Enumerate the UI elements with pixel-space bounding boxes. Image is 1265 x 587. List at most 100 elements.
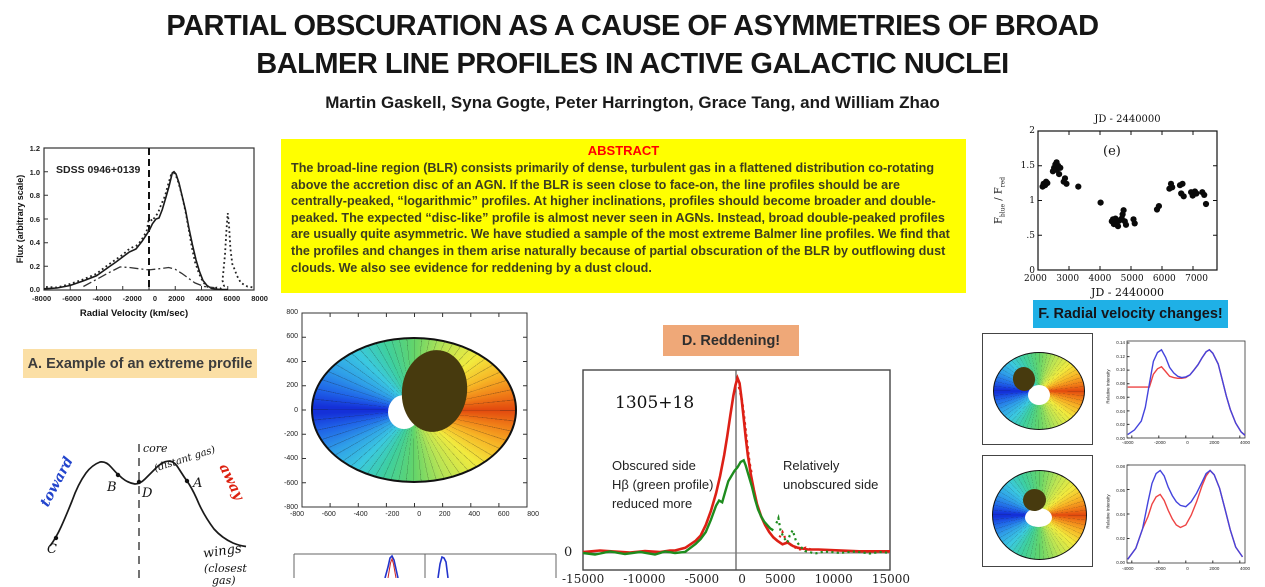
panelE-ytick: 0 [1029, 266, 1035, 276]
panelE-ylabel-f1: F [993, 217, 1005, 225]
profile-top-ytick: 0.06 [1116, 394, 1125, 400]
panelE-data-point [1114, 223, 1122, 230]
panelE-scatter-points [1039, 159, 1210, 230]
narrow-peaks-frame [293, 553, 557, 578]
disk-large-xtick: 600 [497, 511, 510, 518]
profile-top-xtick: -2000 [1154, 440, 1166, 445]
profile-bottom-ytick: 0.02 [1116, 536, 1125, 541]
disk-large-xtick: -200 [385, 511, 400, 518]
poster-title: PARTIAL OBSCURATION AS A CAUSE OF ASYMME… [0, 8, 1265, 83]
profile-top-ytick: 0.12 [1116, 353, 1125, 359]
disk-small-2-inner-hole [1025, 508, 1052, 527]
profile-bottom-ytick: 0.00 [1116, 560, 1125, 565]
disk-large-ytick: -200 [283, 430, 298, 438]
sketch-core-label: core [143, 442, 168, 455]
sketch-point-b-label: B [107, 480, 117, 495]
disk-large-ytick: -600 [283, 479, 298, 487]
profile-top-xtick: -4000 [1122, 440, 1134, 445]
panelE-ylabel-f2: F [993, 187, 1005, 195]
narrow-peak-right-blue [437, 555, 449, 579]
profile-top-ytick: 0.10 [1116, 367, 1125, 373]
panelE-data-point [1097, 199, 1104, 206]
panelE-title: JD - 2440000 [1094, 114, 1161, 125]
abstract-header: ABSTRACT [587, 143, 660, 158]
panelE-data-point [1063, 180, 1070, 187]
panelD-zero-label: 0 [564, 545, 573, 560]
sketch-point-a-dot [184, 478, 190, 484]
panelE-data-point [1056, 171, 1063, 178]
profile-bottom-y-ticks: 0.08 0.06 0.04 0.02 0.00 [1110, 464, 1125, 565]
disk-model-large: 800 600 400 200 0 -200 -400 -600 -800 -800 -600 -4… [262, 296, 564, 546]
profile-top-xtick: 0 [1186, 440, 1189, 445]
profile-bottom-xtick: -2000 [1154, 566, 1166, 571]
sketch-point-d-dot [136, 479, 142, 485]
panelE-ylabel-slash: / [993, 194, 1005, 204]
panelA-xtick: -2000 [122, 294, 142, 303]
disk-model-small-2 [978, 452, 1094, 578]
profile-plot-top: Relative Intensity 0.14 0.12 0.10 0.08 0.06 0… [1100, 335, 1265, 449]
panelA-ytick: 1.2 [29, 144, 40, 153]
panelE-svg [1037, 130, 1218, 271]
disk-large-ytick: 400 [286, 357, 298, 365]
panelE-data-point [1201, 191, 1208, 198]
panelE-data-point [1131, 220, 1138, 227]
profile-bottom-ytick: 0.08 [1116, 464, 1125, 469]
panelA-observed-dotted-curve [45, 171, 255, 290]
profile-top-ytick: 0.14 [1116, 340, 1125, 345]
panelE-xtick: 2000 [1024, 274, 1047, 284]
panelA-caption: A. Example of an extreme profile [23, 349, 257, 378]
disk-large-ytick: 600 [286, 333, 298, 341]
profile-top-ytick: 0.04 [1116, 408, 1125, 414]
panelF-caption: F. Radial velocity changes! [1033, 300, 1228, 328]
panelD-left-note-line: Obscured side [612, 458, 696, 473]
sketch-point-a-label: A [193, 476, 203, 491]
panelA-xtick: 6000 [223, 294, 241, 303]
panelE-data-point [1179, 180, 1186, 187]
panelD-left-note-line: Hβ (green profile) [612, 476, 714, 492]
panelD-red-curve [582, 373, 890, 554]
poster-title-line1: PARTIAL OBSCURATION AS A CAUSE OF ASYMME… [166, 10, 1099, 42]
panelE-plot: JD - 2440000 (e) Fblue / Fred 2 1.5 1.5 0 2… [985, 114, 1235, 300]
poster-authors: Martin Gaskell, Syna Gogte, Peter Harrin… [325, 93, 940, 112]
panelA-plot: SDSS 0946+0139 Flux (arbitrary scale) 1.… [8, 138, 268, 330]
sketch-point-b-dot [115, 472, 121, 478]
disk-large-xtick: 0 [417, 511, 422, 518]
panelA-object-label: SDSS 0946+0139 [56, 164, 141, 176]
panelE-x-ticks: 2000 3000 4000 5000 6000 7000 [1024, 274, 1208, 284]
panelA-ytick: 0.0 [29, 285, 40, 294]
profile-top-ytick: 0.00 [1116, 435, 1125, 441]
panelE-data-point [1155, 203, 1162, 210]
profile-bottom-xtick: 4000 [1239, 566, 1250, 571]
panelA-ytick: 0.8 [29, 191, 40, 200]
poster-title-line2: BALMER LINE PROFILES IN ACTIVE GALACTIC … [256, 47, 1009, 80]
panelE-xtick: 6000 [1152, 274, 1176, 284]
profile-bottom-xtick: 0 [1186, 566, 1189, 571]
profile-bottom-tick-marks [1127, 464, 1241, 564]
profile-bottom-svg [1126, 464, 1246, 564]
panelE-xlabel: JD - 2440000 [1091, 286, 1164, 299]
panelE-ytick: 1 [1029, 196, 1035, 206]
panelD-xtick: 0 [738, 572, 746, 586]
profile-top-y-ticks: 0.14 0.12 0.10 0.08 0.06 0.04 0.02 0.00 [1110, 340, 1125, 441]
panelE-xtick: 7000 [1185, 274, 1208, 284]
panelD-xtick: 15000 [871, 572, 910, 586]
disk-large-ytick: 800 [286, 309, 298, 316]
profile-top-frame [1126, 340, 1246, 439]
panelE-frame [1037, 130, 1218, 271]
panelD-xtick: -5000 [684, 572, 720, 586]
panelA-disc-component-curve [83, 266, 215, 289]
panelD-caption: D. Reddening! [663, 325, 799, 356]
panelA-xtick: -4000 [92, 294, 112, 303]
disk-small-1-frame [982, 333, 1093, 445]
disk-large-tick-marks [301, 313, 528, 507]
panelE-ylabel-sub2: red [999, 176, 1007, 188]
panelE-ytick: 1.5 [1020, 161, 1035, 171]
profile-bottom-blue-curve [1127, 469, 1244, 560]
panelD-green-curve [582, 458, 774, 556]
panelD-xtick: -10000 [623, 572, 666, 586]
panelD-left-note: Obscured side Hβ (green profile) reduced… [612, 457, 713, 514]
sketch-wings-sub2-label: gas) [212, 574, 236, 587]
disk-large-xtick: 800 [527, 511, 539, 518]
disk-large-velocity-map [311, 337, 517, 483]
